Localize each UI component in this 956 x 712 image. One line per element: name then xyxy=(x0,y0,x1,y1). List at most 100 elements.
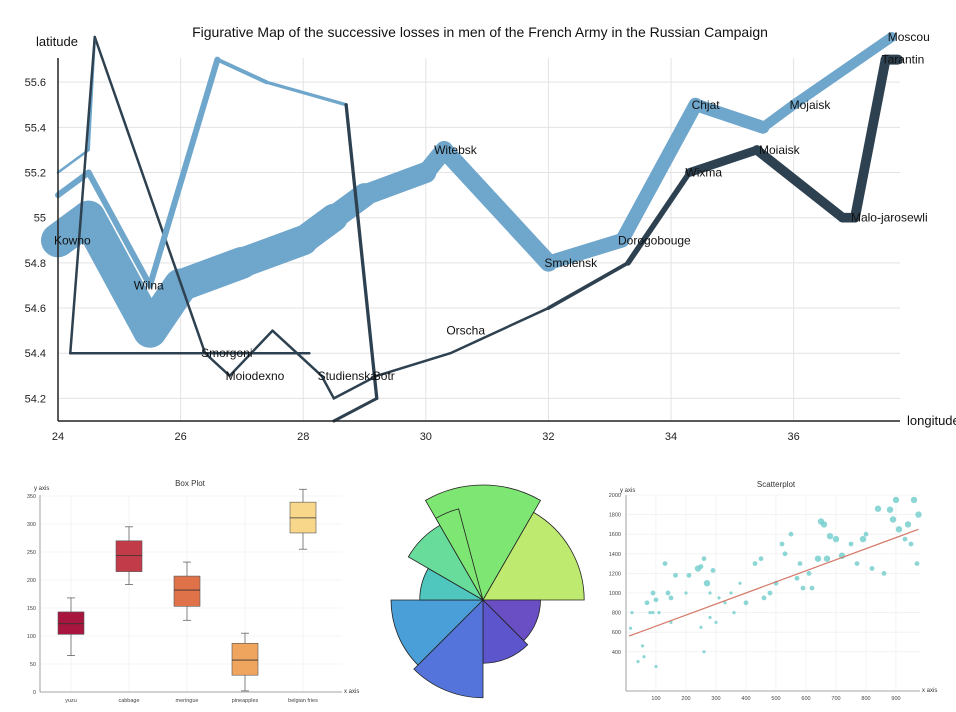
army-segment-retreat xyxy=(93,35,207,355)
scatter-point xyxy=(644,600,650,606)
box-y-tick-label: 350 xyxy=(27,494,36,500)
scatter-point xyxy=(820,521,828,528)
scatter-point xyxy=(826,532,834,540)
army-segment-retreat xyxy=(685,145,762,177)
army-segment-retreat xyxy=(332,374,379,400)
army-segment-advance xyxy=(788,32,897,110)
minard-y-tick-label: 54.6 xyxy=(25,303,46,315)
scatter-point xyxy=(662,561,668,566)
army-segment-advance xyxy=(56,148,90,174)
scatter-x-tick-label: 200 xyxy=(681,696,690,702)
minard-x-tick-label: 34 xyxy=(665,431,677,443)
city-label: Smorgoni xyxy=(201,346,252,360)
scatter-point xyxy=(717,596,721,600)
city-label: Botr xyxy=(373,369,395,383)
box-title: Box Plot xyxy=(175,479,206,488)
army-segment-retreat xyxy=(375,351,452,378)
polar-wedge-4 xyxy=(413,599,484,699)
scatter-point xyxy=(767,590,773,596)
box-meringue xyxy=(173,575,201,607)
scatter-x-tick-label: 700 xyxy=(831,696,840,702)
minard-y-tick-label: 54.4 xyxy=(25,348,46,360)
box-x-tick-label: meringue xyxy=(176,698,199,704)
army-segment-retreat xyxy=(625,169,693,266)
minard-y-tick-label: 55.6 xyxy=(25,77,46,89)
minard-x-tick-label: 36 xyxy=(788,431,800,443)
army-segment-retreat xyxy=(850,54,891,223)
scatter-x-tick-label: 800 xyxy=(861,696,870,702)
scatter-y-tick-label: 1800 xyxy=(609,513,621,519)
army-segment-advance xyxy=(264,80,348,107)
scatter-x-ticks: 100 200 300 400 500 600 700 800 900 xyxy=(651,696,900,702)
minard-x-tick-label: 26 xyxy=(174,431,186,443)
box-y-tick-label: 150 xyxy=(27,606,36,612)
scatter-plot-chart: 400 600 800 1000 1200 1400 1600 1800 2000 100 200… xyxy=(609,480,938,702)
scatter-y-tick-label: 600 xyxy=(612,630,621,636)
scatter-point xyxy=(699,625,703,629)
polar-area-chart xyxy=(390,484,585,699)
box-y-tick-label: 0 xyxy=(33,690,36,696)
scatter-x-label: x axis xyxy=(922,688,937,694)
box-y-tick-label: 50 xyxy=(30,662,36,668)
scatter-point xyxy=(895,526,903,533)
scatter-y-tick-label: 1200 xyxy=(609,571,621,577)
army-segment-retreat xyxy=(752,145,848,223)
city-label: Orscha xyxy=(446,324,485,338)
box-y-label: y axis xyxy=(34,486,49,492)
scatter-point xyxy=(640,644,645,648)
army-segment-advance xyxy=(615,97,703,248)
scatter-point xyxy=(657,611,661,615)
scatter-point xyxy=(684,591,688,595)
minard-y-tick-label: 55.2 xyxy=(25,168,46,180)
scatter-point xyxy=(908,541,914,547)
scatter-point xyxy=(729,591,733,595)
minard-chart: 54.2 54.4 54.6 54.8 55 55.2 55.4 55.6 24 26 28 30 3… xyxy=(25,24,956,443)
scatter-point xyxy=(814,555,822,562)
scatter-point xyxy=(854,561,860,566)
city-label: Witebsk xyxy=(434,143,478,157)
minard-grid xyxy=(57,58,900,421)
box-y-tick-label: 200 xyxy=(27,578,36,584)
scatter-point xyxy=(869,566,875,571)
army-segment-advance xyxy=(71,200,167,348)
city-label: Dorogobouge xyxy=(618,233,691,247)
scatter-point xyxy=(788,531,794,537)
army-segment-retreat xyxy=(344,103,379,401)
scatter-point xyxy=(628,626,633,630)
scatter-point xyxy=(914,561,920,566)
scatter-point xyxy=(886,506,894,513)
city-label: Tarantin xyxy=(882,53,925,67)
scatter-point xyxy=(702,650,706,654)
scatter-title: Scatterplot xyxy=(757,480,796,489)
scatter-point xyxy=(874,505,882,512)
scatter-point xyxy=(892,496,900,504)
minard-y-tick-label: 55.4 xyxy=(25,122,46,134)
polar-wedge-8 xyxy=(435,508,484,601)
scatter-point xyxy=(779,541,785,547)
army-segment-retreat xyxy=(69,35,97,355)
scatter-point xyxy=(743,600,749,606)
scatter-point xyxy=(650,590,656,596)
scatter-point xyxy=(673,572,678,578)
minard-city-labels: Kowno Wilna Smorgoni Moiodexno Witebsk Studie… xyxy=(54,30,930,383)
scatter-point xyxy=(863,531,869,537)
scatter-point xyxy=(823,555,831,562)
scatter-point xyxy=(809,585,815,591)
scatter-y-tick-label: 2000 xyxy=(609,493,621,499)
city-label: Studienska xyxy=(318,369,378,383)
box-x-tick-label: cabbage xyxy=(118,698,139,704)
scatter-point xyxy=(732,611,736,615)
minard-title: Figurative Map of the successive losses … xyxy=(192,24,768,40)
scatter-point xyxy=(904,521,912,528)
scatter-point xyxy=(915,511,922,518)
box-y-tick-label: 250 xyxy=(27,550,36,556)
minard-x-tick-label: 30 xyxy=(420,431,432,443)
minard-y-ticks: 54.2 54.4 54.6 54.8 55 55.2 55.4 55.6 xyxy=(25,77,46,405)
polar-wedge-5 xyxy=(390,599,484,666)
army-segment-advance xyxy=(689,98,770,134)
minard-y-label: latitude xyxy=(36,34,78,49)
scatter-x-tick-label: 300 xyxy=(711,696,720,702)
scatter-grid xyxy=(626,494,920,691)
city-label: Malo-jarosewli xyxy=(851,211,928,225)
